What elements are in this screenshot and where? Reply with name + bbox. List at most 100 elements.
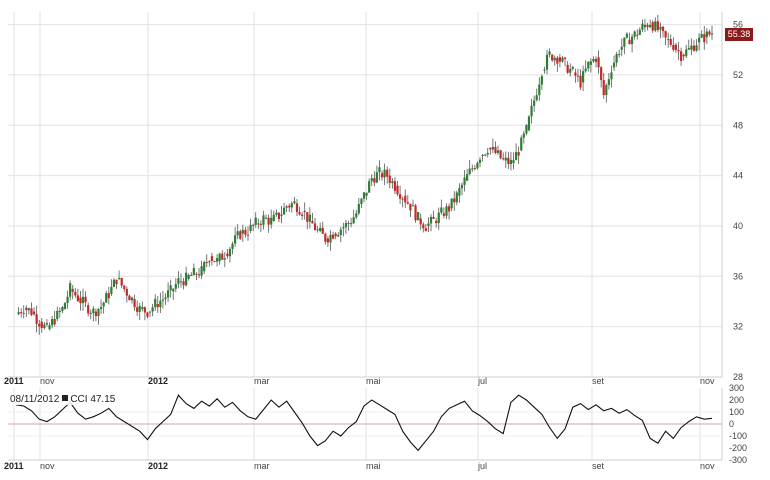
candle-body: [136, 307, 139, 312]
candle-body: [262, 215, 265, 225]
candle-body: [138, 306, 141, 312]
candle-body: [285, 206, 288, 208]
candle-body: [313, 223, 317, 231]
candle-body: [148, 311, 152, 313]
candle-body: [288, 205, 291, 208]
candle-body: [517, 152, 520, 156]
candle-body: [143, 307, 146, 313]
candle-body: [25, 307, 28, 311]
price-y-tick-label: 36: [733, 271, 743, 281]
candle-body: [692, 45, 696, 51]
candle-body: [27, 308, 30, 311]
candle-body: [527, 116, 531, 131]
candle-body: [200, 266, 203, 276]
candle-body: [192, 268, 195, 276]
candle-body: [17, 312, 20, 315]
candle-body: [649, 25, 652, 28]
candle-body: [422, 224, 425, 229]
candle-body: [669, 39, 672, 45]
cci-legend-value: CCI 47.15: [70, 394, 116, 405]
candle-body: [530, 105, 533, 117]
cci-y-tick-label: 300: [729, 383, 744, 393]
candle-body: [455, 192, 458, 203]
candle-body: [277, 212, 281, 220]
candle-body: [602, 80, 605, 96]
candle-body: [589, 61, 592, 65]
price-y-tick-label: 44: [733, 171, 743, 181]
candle-body: [244, 229, 247, 235]
candle-body: [463, 177, 466, 185]
price-x-tick-label: set: [592, 376, 605, 386]
candle-body: [337, 235, 340, 237]
candle-body: [20, 312, 23, 314]
candle-body: [533, 100, 536, 106]
candle-body: [651, 22, 654, 31]
candle-body: [185, 272, 188, 286]
candle-body: [476, 162, 479, 169]
candle-body: [174, 284, 177, 289]
candle-body: [398, 194, 402, 199]
candle-body: [636, 34, 639, 36]
candle-body: [594, 58, 598, 62]
candle-body: [272, 214, 275, 221]
candle-body: [646, 24, 649, 28]
candle-body: [352, 217, 355, 224]
candle-body: [239, 231, 242, 239]
candle-body: [538, 84, 541, 96]
candle-body: [411, 205, 415, 207]
candle-body: [383, 169, 386, 178]
cci-y-tick-label: 0: [729, 419, 734, 429]
price-x-tick-label: 2011: [4, 376, 24, 386]
candle-body: [280, 214, 283, 216]
candle-body: [628, 39, 631, 45]
candle-body: [481, 154, 484, 156]
candle-body: [355, 213, 358, 218]
candle-body: [270, 217, 273, 225]
candle-body: [664, 31, 667, 38]
price-y-tick-label: 48: [733, 120, 743, 130]
price-y-tick-label: 52: [733, 70, 743, 80]
candle-body: [290, 203, 293, 208]
candle-body: [105, 293, 108, 303]
candle-body: [267, 217, 270, 225]
candle-body: [677, 49, 680, 52]
candle-body: [471, 168, 474, 170]
price-x-tick-label: nov: [40, 376, 55, 386]
candle-body: [610, 72, 613, 80]
candle-body: [63, 302, 67, 310]
candle-body: [234, 235, 237, 244]
candle-body: [584, 68, 587, 72]
candle-body: [708, 31, 711, 35]
candle-body: [365, 192, 368, 196]
candle-body: [326, 238, 330, 243]
candle-body: [190, 274, 193, 276]
candle-body: [437, 212, 440, 224]
candle-body: [223, 258, 226, 260]
candle-body: [87, 305, 90, 314]
candle-body: [40, 321, 43, 329]
candle-body: [324, 233, 327, 242]
candle-body: [293, 201, 296, 204]
candle-body: [520, 137, 523, 151]
candle-body: [118, 278, 121, 280]
candle-body: [414, 205, 417, 221]
cci-x-tick-label: jul: [477, 461, 487, 471]
candle-body: [378, 167, 381, 173]
candle-body: [339, 229, 342, 236]
candle-body: [582, 71, 585, 83]
candle-body: [514, 152, 518, 161]
candle-body: [509, 159, 513, 165]
candle-body: [417, 212, 420, 221]
candle-body: [84, 296, 87, 303]
candle-body: [252, 224, 255, 226]
candle-body: [221, 253, 224, 260]
candle-body: [79, 297, 82, 304]
candle-body: [141, 307, 144, 310]
candle-body: [58, 310, 61, 312]
candle-body: [703, 34, 706, 43]
candle-body: [308, 214, 311, 222]
cci-x-tick-label: nov: [700, 461, 715, 471]
candle-body: [491, 147, 494, 150]
candle-body: [401, 198, 404, 200]
